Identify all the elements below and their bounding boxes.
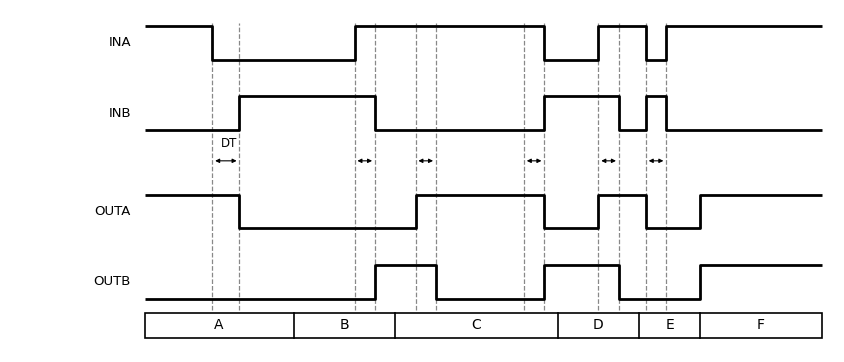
Bar	[144, 313, 822, 338]
Text: OUTA: OUTA	[95, 205, 131, 218]
Text: A: A	[214, 318, 224, 332]
Text: D: D	[593, 318, 603, 332]
Text: C: C	[472, 318, 481, 332]
Text: E: E	[665, 318, 674, 332]
Text: INA: INA	[108, 36, 131, 49]
Text: F: F	[757, 318, 765, 332]
Text: OUTB: OUTB	[94, 275, 131, 288]
Text: B: B	[339, 318, 349, 332]
Text: INB: INB	[108, 106, 131, 119]
Text: DT: DT	[221, 136, 237, 150]
